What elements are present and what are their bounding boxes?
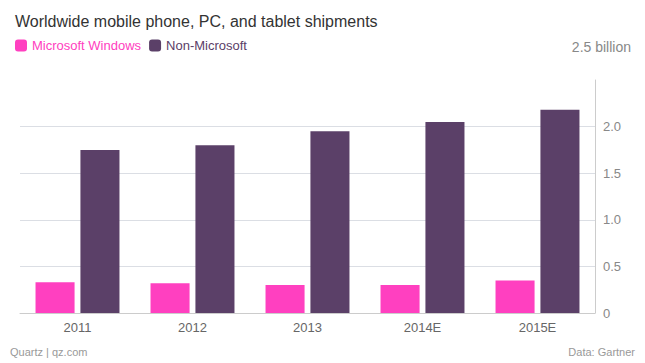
svg-text:2011: 2011 bbox=[64, 320, 92, 335]
svg-text:2013: 2013 bbox=[293, 320, 322, 335]
svg-text:1.0: 1.0 bbox=[603, 212, 621, 227]
svg-text:Microsoft Windows: Microsoft Windows bbox=[32, 38, 142, 53]
svg-text:2.5 billion: 2.5 billion bbox=[572, 39, 631, 55]
svg-text:0: 0 bbox=[603, 306, 610, 321]
svg-text:2.0: 2.0 bbox=[603, 119, 621, 134]
svg-text:2014E: 2014E bbox=[404, 320, 442, 335]
svg-text:Worldwide mobile phone, PC, an: Worldwide mobile phone, PC, and tablet s… bbox=[15, 13, 378, 30]
svg-text:2015E: 2015E bbox=[519, 320, 557, 335]
svg-text:Quartz | qz.com: Quartz | qz.com bbox=[10, 346, 87, 358]
svg-text:Data: Gartner: Data: Gartner bbox=[568, 346, 635, 358]
svg-text:0.5: 0.5 bbox=[603, 259, 621, 274]
svg-text:1.5: 1.5 bbox=[603, 166, 621, 181]
svg-text:2012: 2012 bbox=[178, 320, 207, 335]
svg-text:Non-Microsoft: Non-Microsoft bbox=[166, 38, 247, 53]
